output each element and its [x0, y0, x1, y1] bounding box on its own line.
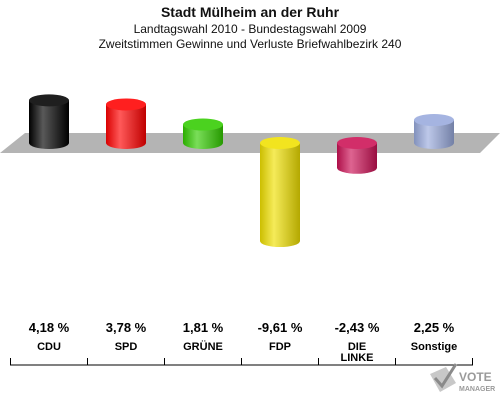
- logo-wordmark-manager: MANAGER: [459, 386, 495, 393]
- bar-die-linke: [337, 137, 377, 174]
- bar-body-sonstige: [414, 120, 454, 143]
- bar-cap-fdp: [260, 137, 300, 149]
- value-label-die-linke: -2,43 %: [335, 320, 380, 335]
- bar-sonstige: [414, 114, 454, 149]
- value-label-spd: 3,78 %: [106, 320, 147, 335]
- bar-base-cdu: [29, 137, 69, 149]
- category-label-fdp: FDP: [269, 341, 291, 353]
- chart-subtitle-election: Landtagswahl 2010 - Bundestagswahl 2009: [133, 22, 367, 36]
- value-label-gr-ne: 1,81 %: [183, 320, 224, 335]
- chart-subtitle-district: Zweitstimmen Gewinne und Verluste Briefw…: [98, 37, 402, 51]
- labels-group: 4,18 % CDU 3,78 % SPD 1,81 % GRÜNE -9,61 % FDP -…: [29, 320, 457, 364]
- bar-body-spd: [106, 104, 146, 143]
- bars-group: [29, 94, 454, 248]
- bar-cap-cdu: [29, 94, 69, 107]
- axis-ticks: [10, 358, 473, 365]
- bar-cap-sonstige: [414, 114, 454, 127]
- value-label-fdp: -9,61 %: [258, 320, 303, 335]
- bar-base-spd: [106, 137, 146, 149]
- bar-body-fdp: [260, 143, 300, 242]
- bar-gr-ne: [183, 118, 223, 149]
- value-label-cdu: 4,18 %: [29, 320, 70, 335]
- vote-manager-logo: VOTE MANAGER: [430, 363, 495, 393]
- bar-fdp: [260, 137, 300, 248]
- chart-title: Stadt Mülheim an der Ruhr: [160, 4, 340, 20]
- category-label-cdu: CDU: [37, 341, 61, 353]
- bar-body-cdu: [29, 100, 69, 143]
- bar-cap-gr-ne: [183, 118, 223, 131]
- category-label-gr-ne: GRÜNE: [183, 340, 223, 353]
- ballot-check-icon: [430, 363, 458, 392]
- bar-base-fdp: [260, 235, 300, 248]
- bar-base-gr-ne: [183, 137, 223, 149]
- category-label-spd: SPD: [115, 341, 138, 353]
- value-label-sonstige: 2,25 %: [414, 320, 455, 335]
- bar-spd: [106, 98, 146, 149]
- logo-wordmark-vote: VOTE: [459, 370, 492, 384]
- category-label-die-linke: DIE LINKE: [341, 341, 374, 364]
- bar-cap-spd: [106, 98, 146, 111]
- bar-base-sonstige: [414, 137, 454, 149]
- bar-cap-die-linke: [337, 137, 377, 149]
- bar-base-die-linke: [337, 161, 377, 174]
- bar-cdu: [29, 94, 69, 149]
- category-label-sonstige: Sonstige: [411, 341, 457, 353]
